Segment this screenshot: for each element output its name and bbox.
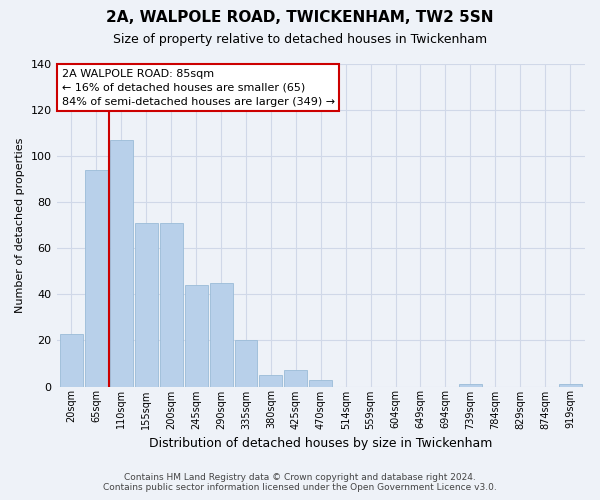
Bar (459, 384, 482, 386)
Bar (135, 223, 158, 386)
Bar (310, 380, 332, 386)
Bar (110, 140, 133, 386)
Bar (559, 384, 581, 386)
Bar (160, 223, 182, 386)
Bar (209, 283, 233, 387)
Bar (185, 285, 208, 386)
Bar (284, 370, 307, 386)
Y-axis label: Number of detached properties: Number of detached properties (15, 138, 25, 313)
Bar (85, 170, 108, 386)
Bar (60, 334, 83, 386)
Text: Contains HM Land Registry data © Crown copyright and database right 2024.
Contai: Contains HM Land Registry data © Crown c… (103, 473, 497, 492)
Text: 2A, WALPOLE ROAD, TWICKENHAM, TW2 5SN: 2A, WALPOLE ROAD, TWICKENHAM, TW2 5SN (106, 10, 494, 25)
Text: 2A WALPOLE ROAD: 85sqm
← 16% of detached houses are smaller (65)
84% of semi-det: 2A WALPOLE ROAD: 85sqm ← 16% of detached… (62, 69, 335, 107)
Bar (259, 375, 283, 386)
Bar (235, 340, 257, 386)
Text: Size of property relative to detached houses in Twickenham: Size of property relative to detached ho… (113, 32, 487, 46)
X-axis label: Distribution of detached houses by size in Twickenham: Distribution of detached houses by size … (149, 437, 493, 450)
